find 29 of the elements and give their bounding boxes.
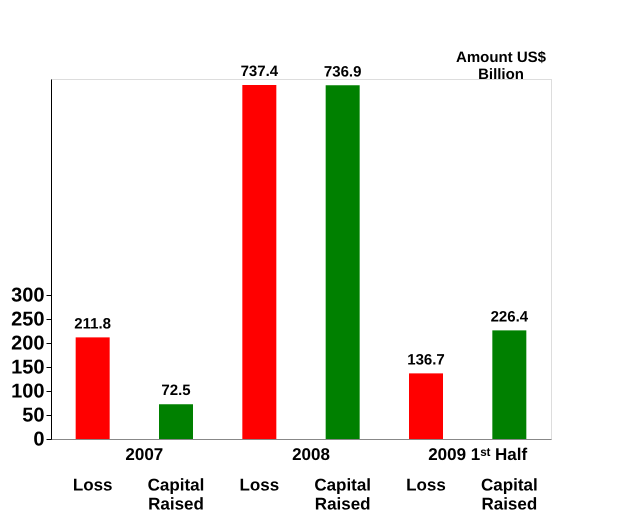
bar — [159, 404, 193, 439]
text: 2008 — [292, 445, 330, 464]
y-tick-label: 150 — [11, 356, 44, 378]
y-tick-label: 50 — [22, 404, 44, 426]
x-tick-label: Loss — [72, 476, 113, 494]
data-label: 72.5 — [161, 382, 191, 400]
x-tick-label: Loss — [239, 476, 280, 494]
bar — [409, 373, 443, 439]
data-label: 136.7 — [407, 351, 445, 368]
y-tick-label: 100 — [11, 380, 44, 402]
x-tick-label: Capital Raised — [314, 476, 372, 514]
y-tick-label: 200 — [11, 332, 44, 354]
bar — [492, 330, 526, 439]
data-label: 737.4 — [240, 63, 279, 80]
data-label: 211.8 — [74, 315, 112, 332]
text: 2007 — [125, 445, 164, 464]
x-tick-label: Loss — [406, 476, 446, 494]
x-tick-label: Capital Raised — [148, 476, 204, 514]
y-tick-label: 250 — [11, 308, 44, 330]
data-label: 226.4 — [490, 308, 529, 326]
text: 2009 1ˢᵗ Half — [428, 445, 528, 464]
bar — [242, 85, 276, 439]
y-axis-title: Amount US$ Billion — [456, 49, 547, 83]
x-tick-label: Capital Raised — [480, 476, 538, 514]
y-tick-label: 300 — [11, 284, 44, 306]
data-label: 736.9 — [324, 63, 362, 80]
bar — [326, 85, 360, 439]
y-tick-label: 0 — [33, 428, 44, 450]
bar — [76, 337, 110, 439]
